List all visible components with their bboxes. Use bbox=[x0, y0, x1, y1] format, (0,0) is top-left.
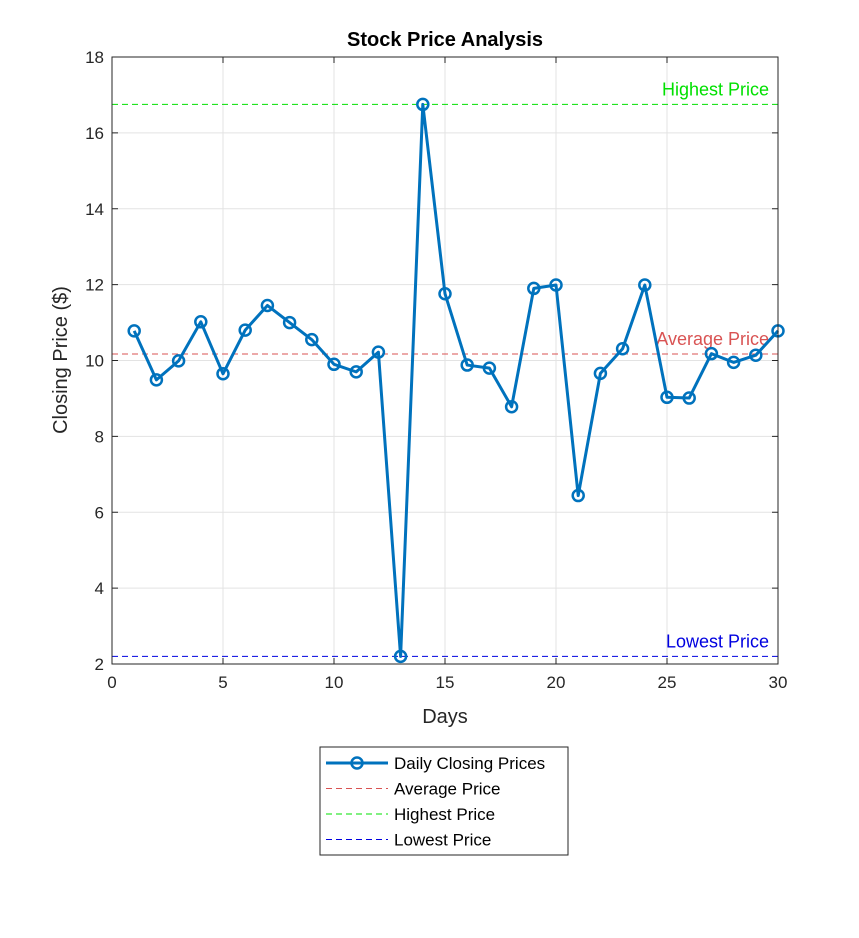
data-point bbox=[371, 345, 386, 359]
data-point bbox=[171, 354, 186, 368]
data-point bbox=[149, 373, 164, 387]
data-point bbox=[438, 286, 452, 301]
data-point bbox=[416, 97, 430, 112]
reference-label-1: Average Price bbox=[656, 329, 769, 349]
legend-marker-1 bbox=[350, 756, 364, 770]
x-tick-label: 10 bbox=[325, 673, 344, 692]
data-point bbox=[615, 341, 630, 356]
data-point bbox=[527, 281, 541, 296]
data-point bbox=[216, 367, 230, 381]
reference-label-3: Lowest Price bbox=[666, 631, 769, 651]
data-point bbox=[238, 323, 252, 337]
data-point bbox=[349, 365, 363, 379]
data-point bbox=[460, 358, 474, 372]
x-tick-label: 30 bbox=[769, 673, 788, 692]
data-point bbox=[127, 324, 141, 338]
reference-lines: Average Price Highest Price Lowest Price bbox=[112, 79, 778, 657]
legend: Daily Closing Prices Average Price Highest… bbox=[319, 746, 569, 856]
axis-ticks: 0 5 10 15 20 25 30 2 4 6 8 10 12 14 16 18 bbox=[85, 48, 787, 692]
y-tick-label: 10 bbox=[85, 352, 104, 371]
data-point bbox=[704, 346, 719, 361]
x-tick-label: 20 bbox=[547, 673, 566, 692]
data-point bbox=[593, 366, 608, 381]
y-tick-label: 14 bbox=[85, 200, 104, 219]
data-point bbox=[660, 390, 674, 405]
data-point bbox=[482, 361, 497, 375]
series-line-1 bbox=[132, 102, 780, 658]
legend-label-4: Lowest Price bbox=[394, 831, 491, 850]
data-point bbox=[260, 298, 275, 313]
data-point bbox=[638, 278, 652, 292]
data-point bbox=[726, 355, 741, 370]
data-point bbox=[393, 649, 408, 664]
legend-label-1: Daily Closing Prices bbox=[394, 754, 545, 773]
y-tick-label: 18 bbox=[85, 48, 104, 67]
y-tick-label: 6 bbox=[95, 503, 104, 522]
y-tick-label: 2 bbox=[95, 655, 104, 674]
data-point bbox=[682, 391, 696, 405]
data-point bbox=[327, 357, 341, 372]
x-tick-label: 15 bbox=[436, 673, 455, 692]
y-tick-label: 8 bbox=[95, 427, 104, 446]
data-point bbox=[504, 400, 519, 414]
data-point bbox=[749, 348, 763, 362]
legend-label-2: Average Price bbox=[394, 780, 500, 799]
data-point bbox=[549, 278, 563, 292]
chart-title: Stock Price Analysis bbox=[347, 29, 543, 51]
data-point bbox=[305, 332, 319, 347]
x-axis-label: Days bbox=[422, 706, 468, 728]
series-lines bbox=[127, 97, 785, 664]
reference-label-2: Highest Price bbox=[662, 79, 769, 99]
y-tick-label: 16 bbox=[85, 124, 104, 143]
y-tick-label: 12 bbox=[85, 276, 104, 295]
data-point bbox=[571, 488, 585, 503]
y-tick-label: 4 bbox=[95, 579, 104, 598]
x-tick-label: 0 bbox=[107, 673, 116, 692]
data-point bbox=[194, 315, 208, 329]
x-tick-label: 25 bbox=[658, 673, 677, 692]
x-tick-label: 5 bbox=[218, 673, 227, 692]
y-axis-label: Closing Price ($) bbox=[50, 286, 72, 434]
data-point bbox=[282, 315, 297, 330]
legend-label-3: Highest Price bbox=[394, 805, 495, 824]
